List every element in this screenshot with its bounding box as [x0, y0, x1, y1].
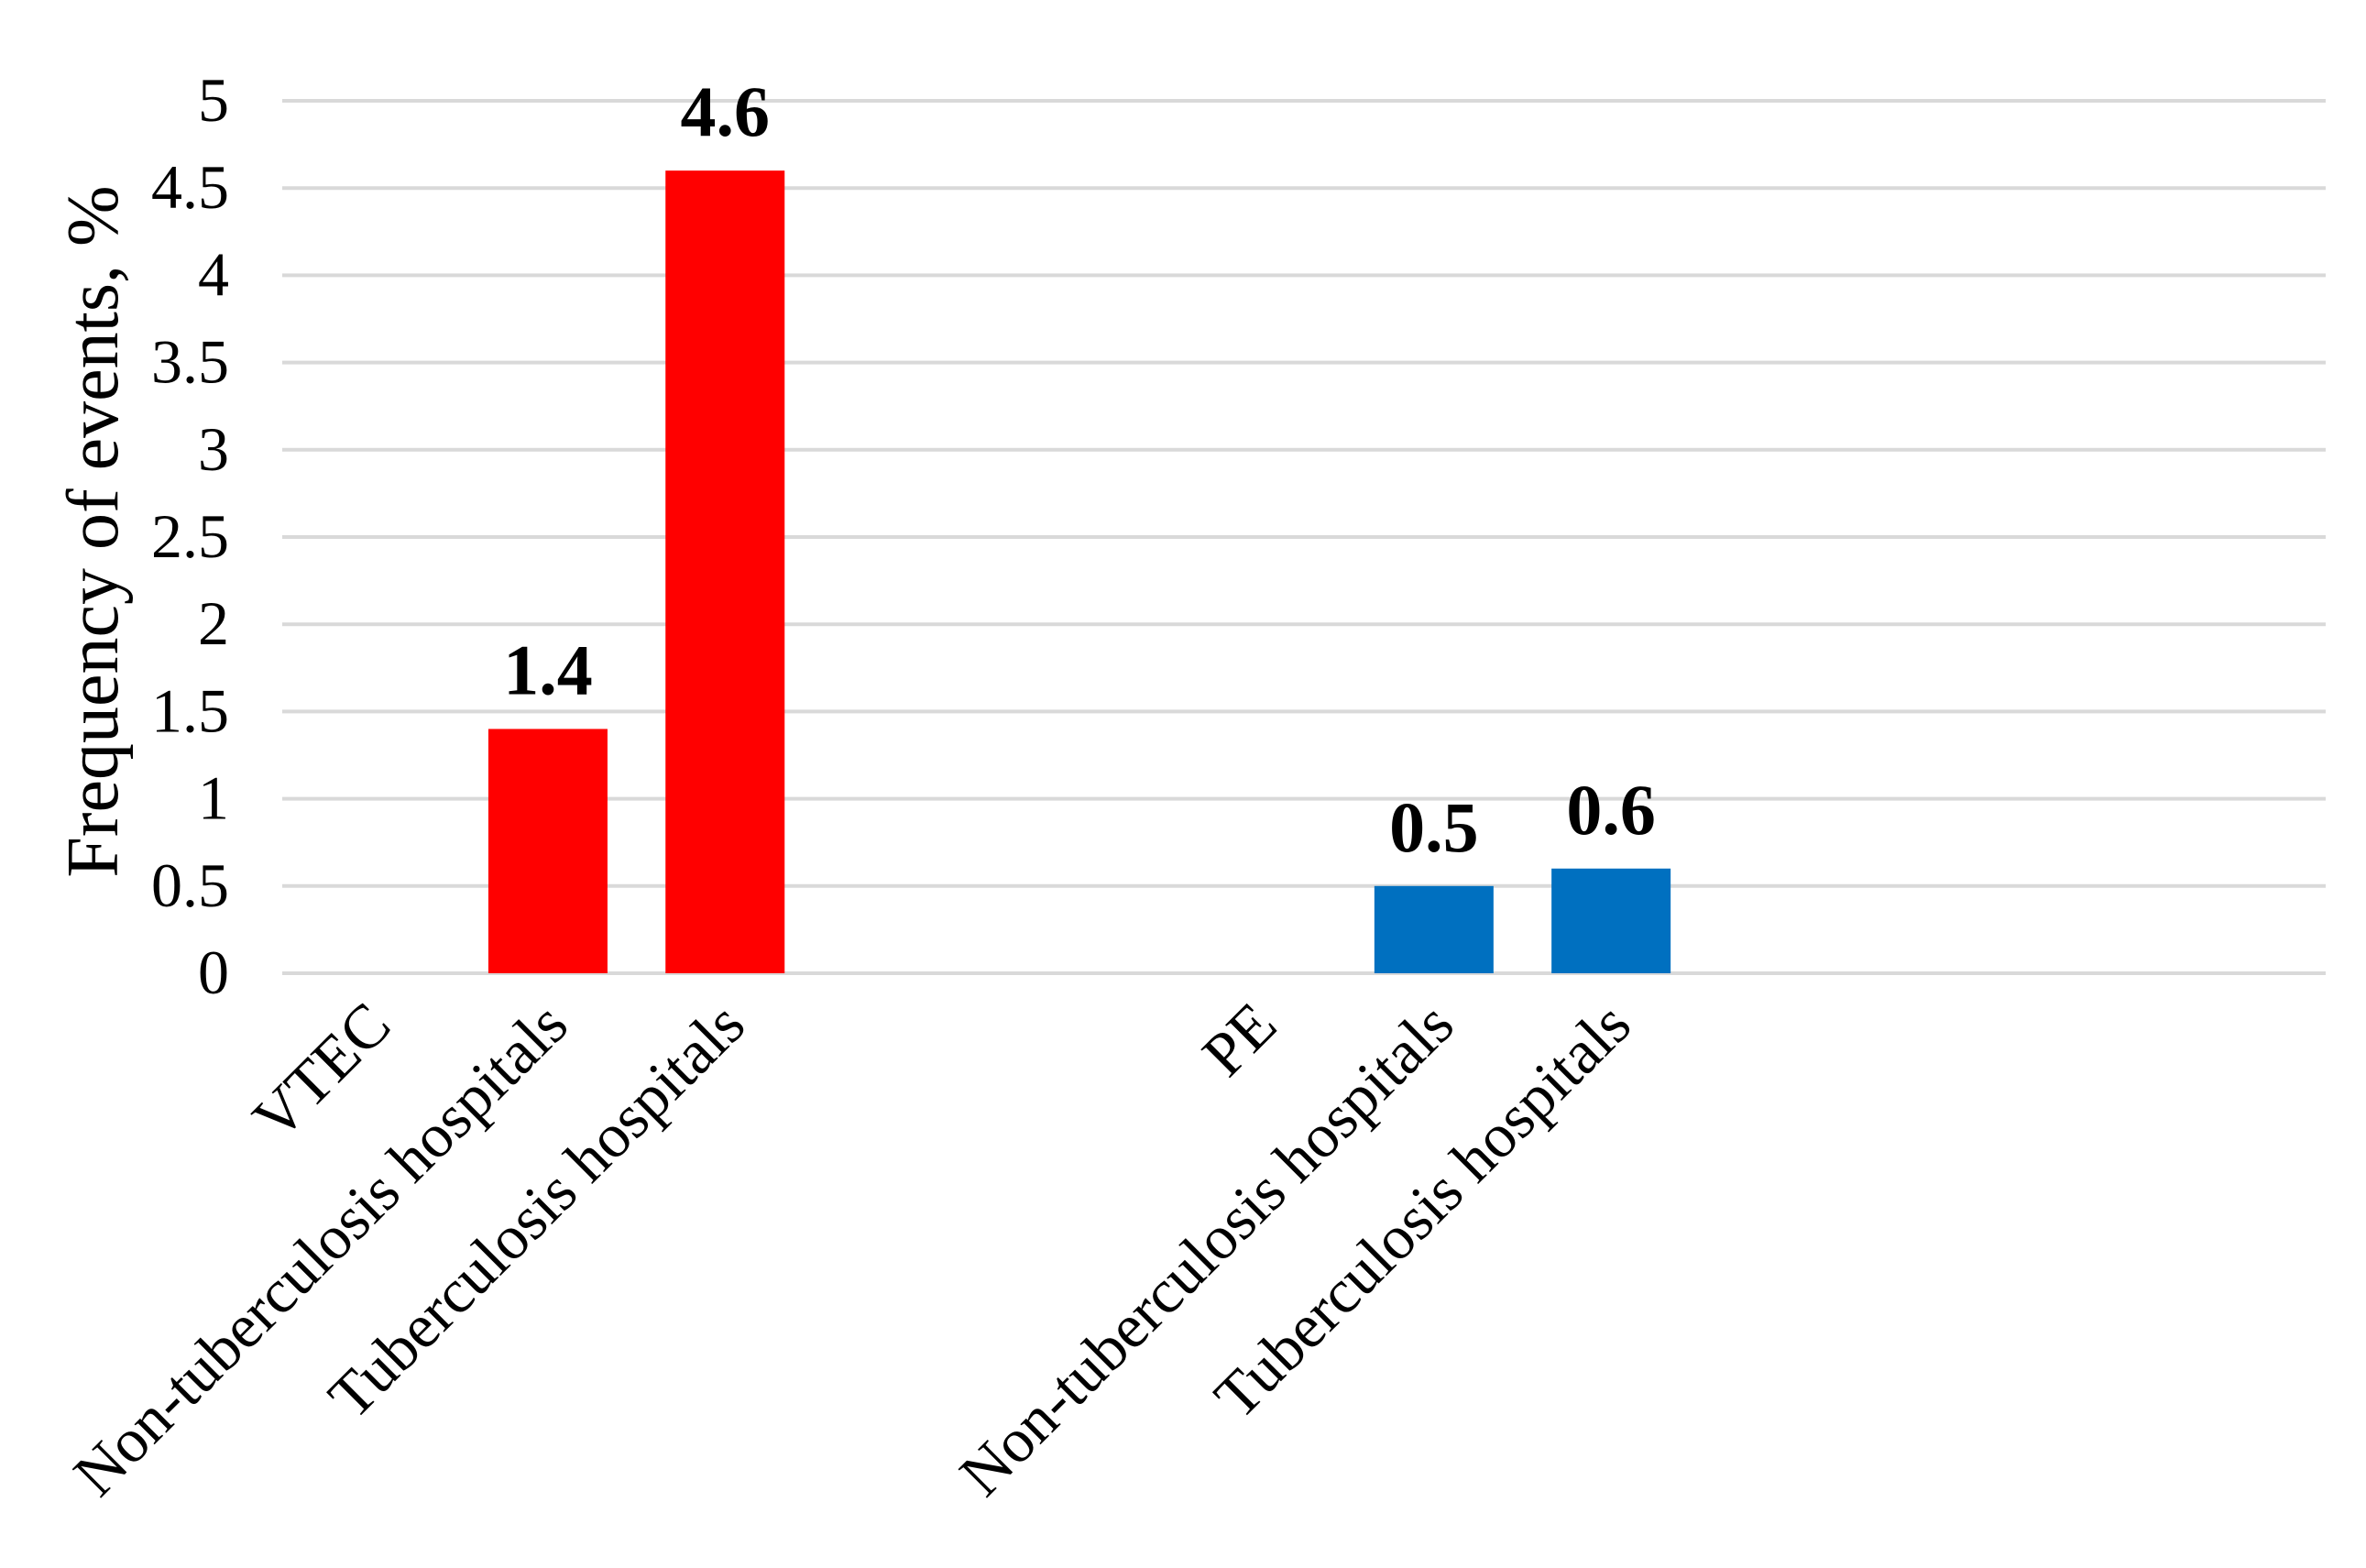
y-axis-title: Frequency of events, % — [53, 185, 134, 877]
bar — [487, 729, 608, 973]
y-tick-label: 4 — [198, 239, 229, 309]
y-tick-label: 5 — [198, 65, 229, 135]
x-category-label: PE — [1188, 989, 1289, 1090]
y-tick-label: 2 — [198, 588, 229, 658]
bar — [1551, 868, 1671, 973]
data-label: 1.4 — [503, 630, 593, 709]
bar — [1374, 885, 1494, 973]
data-label: 0.6 — [1566, 770, 1656, 850]
bar — [665, 170, 785, 973]
gridlines — [282, 99, 2326, 975]
y-tick-label: 2.5 — [151, 501, 229, 571]
data-label: 4.6 — [681, 71, 771, 151]
y-tick-label: 0 — [198, 938, 229, 1007]
y-tick-label: 3.5 — [151, 327, 229, 397]
y-axis-ticks: 0 0.5 1 1.5 2 2.5 3 3.5 4 4.5 5 — [151, 65, 229, 1007]
y-tick-label: 3 — [198, 414, 229, 484]
bars — [487, 170, 1671, 973]
data-label: 0.5 — [1389, 787, 1479, 867]
data-labels: 1.4 4.6 0.5 0.6 — [503, 71, 1656, 867]
y-tick-label: 1.5 — [151, 675, 229, 745]
y-tick-label: 1 — [198, 763, 229, 833]
x-category-label: VTEC — [239, 989, 403, 1153]
y-tick-label: 0.5 — [151, 850, 229, 920]
y-tick-label: 4.5 — [151, 152, 229, 222]
